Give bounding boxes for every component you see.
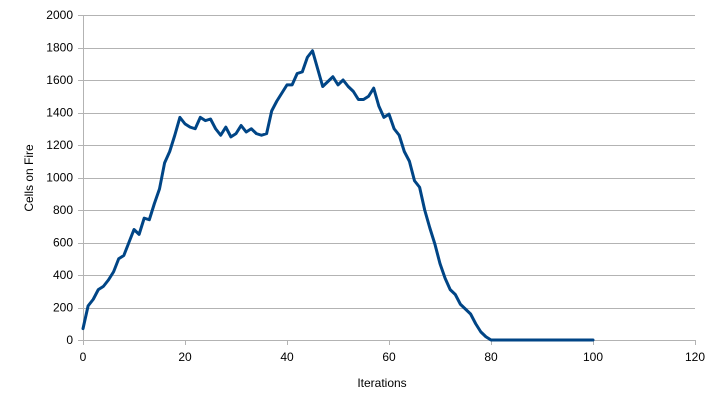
- y-tick-label: 600: [53, 236, 73, 250]
- y-tick-label: 1800: [46, 41, 73, 55]
- series-layer: [81, 49, 595, 342]
- x-tick-label: 80: [484, 350, 498, 364]
- x-tick-label: 60: [382, 350, 396, 364]
- y-tick-label: 1000: [46, 171, 73, 185]
- series-line: [81, 49, 595, 342]
- y-tick-labels: 0 200 400 600 800 1000 1200 1400 1600 1800 2000: [46, 8, 73, 347]
- y-tick-label: 1200: [46, 138, 73, 152]
- x-tick-label: 100: [583, 350, 603, 364]
- x-tick-label: 40: [280, 350, 294, 364]
- x-tick-label: 20: [178, 350, 192, 364]
- x-tick-label: 120: [685, 350, 705, 364]
- y-tick-label: 200: [53, 301, 73, 315]
- y-tick-label: 800: [53, 203, 73, 217]
- y-tick-label: 1600: [46, 73, 73, 87]
- x-tick-label: 0: [80, 350, 87, 364]
- y-tick-label: 0: [66, 333, 73, 347]
- y-tick-label: 2000: [46, 8, 73, 22]
- x-axis-title: Iterations: [357, 376, 406, 390]
- y-axis-title: Cells on Fire: [22, 144, 36, 212]
- y-tick-label: 400: [53, 268, 73, 282]
- axes: [78, 15, 696, 345]
- gridlines: [83, 15, 695, 341]
- x-tick-labels: 0 20 40 60 80 100 120: [80, 350, 706, 364]
- y-tick-label: 1400: [46, 106, 73, 120]
